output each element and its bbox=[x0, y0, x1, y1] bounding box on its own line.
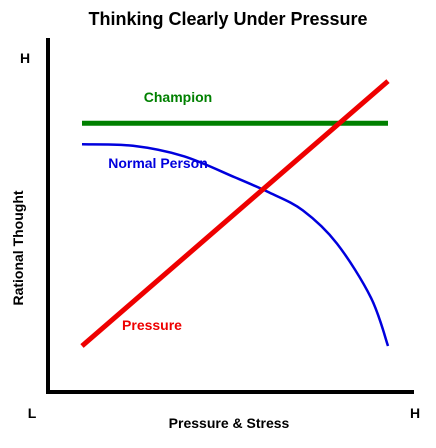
series-line-pressure bbox=[80, 79, 390, 348]
y-high-label: H bbox=[20, 50, 30, 66]
series-label-normal-person: Normal Person bbox=[108, 155, 208, 171]
series-label-champion: Champion bbox=[144, 89, 212, 105]
x-high-label: H bbox=[410, 405, 420, 421]
x-axis-label: Pressure & Stress bbox=[169, 415, 290, 431]
x-low-label: L bbox=[28, 405, 37, 421]
y-axis-label: Rational Thought bbox=[10, 190, 26, 305]
chart-title: Thinking Clearly Under Pressure bbox=[88, 9, 367, 29]
series-label-pressure: Pressure bbox=[122, 317, 182, 333]
series-layer bbox=[80, 79, 390, 348]
series-line-normal-person bbox=[81, 143, 390, 347]
